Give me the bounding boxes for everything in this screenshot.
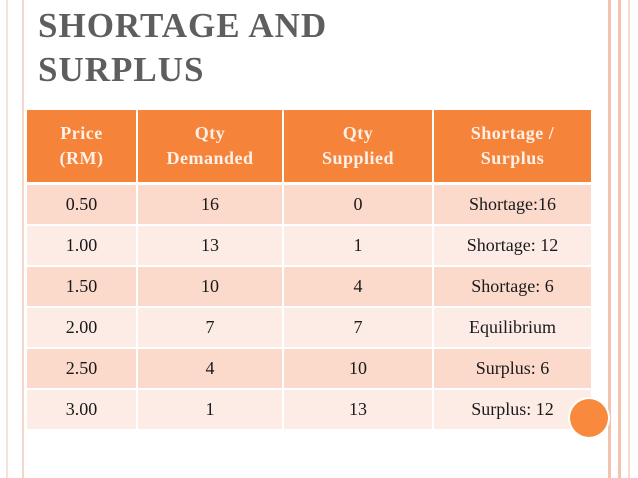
table-row: 2.50 4 10 Surplus: 6: [27, 348, 591, 390]
header-qty-supplied-line-2: Supplied: [321, 148, 395, 168]
table-header-row: Price (RM) Qty Demanded Qty Supplied Sho…: [27, 110, 591, 185]
cell-price: 2.50: [27, 348, 138, 390]
cell-shortage-surplus: Surplus: 12: [433, 389, 591, 431]
cell-price: 3.00: [27, 389, 138, 431]
slide-title: SHORTAGE AND SURPLUS: [38, 4, 458, 92]
cell-qty-demanded: 16: [137, 183, 284, 226]
decorative-orange-circle: [570, 399, 608, 437]
cell-shortage-surplus: Shortage: 12: [433, 225, 591, 267]
cell-price: 1.50: [27, 266, 138, 308]
cell-qty-demanded: 10: [137, 266, 284, 308]
border-line: [628, 0, 630, 478]
border-line: [608, 0, 611, 478]
header-price-line-2: (RM): [59, 148, 104, 168]
cell-shortage-surplus: Surplus: 6: [433, 348, 591, 390]
cell-price: 0.50: [27, 183, 138, 226]
cell-shortage-surplus: Shortage: 6: [433, 266, 591, 308]
table-row: 1.50 10 4 Shortage: 6: [27, 266, 591, 308]
header-qty-supplied-line-1: Qty: [342, 123, 374, 143]
header-price-line-1: Price: [60, 123, 103, 143]
cell-qty-supplied: 1: [283, 225, 434, 267]
table-row: 3.00 1 13 Surplus: 12: [27, 389, 591, 431]
header-shortage-surplus-line-2: Surplus: [480, 148, 545, 168]
left-decorative-border: [0, 0, 24, 478]
header-shortage-surplus: Shortage / Surplus: [433, 110, 591, 185]
header-price: Price (RM): [27, 110, 138, 185]
header-qty-demanded-line-1: Qty: [194, 123, 226, 143]
cell-shortage-surplus: Equilibrium: [433, 307, 591, 349]
cell-qty-demanded: 4: [137, 348, 284, 390]
cell-qty-supplied: 13: [283, 389, 434, 431]
right-decorative-border: [608, 0, 638, 478]
cell-qty-supplied: 10: [283, 348, 434, 390]
cell-price: 1.00: [27, 225, 138, 267]
cell-qty-demanded: 1: [137, 389, 284, 431]
header-shortage-surplus-line-1: Shortage /: [470, 123, 555, 143]
cell-qty-demanded: 13: [137, 225, 284, 267]
table-row: 0.50 16 0 Shortage:16: [27, 183, 591, 226]
header-qty-demanded: Qty Demanded: [137, 110, 284, 185]
border-line: [618, 0, 621, 478]
table-row: 2.00 7 7 Equilibrium: [27, 307, 591, 349]
cell-qty-supplied: 4: [283, 266, 434, 308]
cell-qty-supplied: 0: [283, 183, 434, 226]
slide-title-line-1: SHORTAGE AND: [38, 6, 328, 45]
cell-shortage-surplus: Shortage:16: [433, 183, 591, 226]
slide-title-line-2: SURPLUS: [38, 50, 205, 89]
cell-price: 2.00: [27, 307, 138, 349]
header-qty-supplied: Qty Supplied: [283, 110, 434, 185]
header-qty-demanded-line-2: Demanded: [166, 148, 254, 168]
table-row: 1.00 13 1 Shortage: 12: [27, 225, 591, 267]
shortage-surplus-table: Price (RM) Qty Demanded Qty Supplied Sho…: [27, 110, 591, 431]
cell-qty-demanded: 7: [137, 307, 284, 349]
cell-qty-supplied: 7: [283, 307, 434, 349]
